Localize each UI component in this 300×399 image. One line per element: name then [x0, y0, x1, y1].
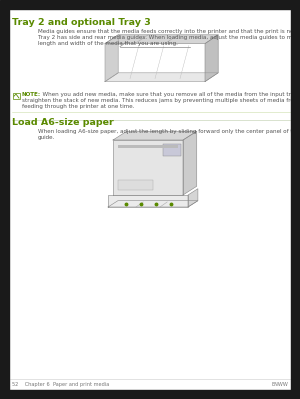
Polygon shape — [105, 35, 218, 43]
Text: feeding through the printer at one time.: feeding through the printer at one time. — [22, 104, 134, 109]
Polygon shape — [108, 195, 188, 207]
Polygon shape — [188, 189, 198, 207]
Text: ENWW: ENWW — [271, 382, 288, 387]
Text: straighten the stack of new media. This reduces jams by preventing multiple shee: straighten the stack of new media. This … — [22, 98, 299, 103]
Polygon shape — [108, 201, 198, 207]
Text: length and width of the media that you are using.: length and width of the media that you a… — [38, 41, 178, 46]
Text: Media guides ensure that the media feeds correctly into the printer and that the: Media guides ensure that the media feeds… — [38, 29, 300, 34]
Bar — [0, 9, 9, 390]
Polygon shape — [183, 131, 197, 195]
Text: When loading A6-size paper, adjust the length by sliding forward only the center: When loading A6-size paper, adjust the l… — [38, 128, 300, 134]
Text: 52    Chapter 6  Paper and print media: 52 Chapter 6 Paper and print media — [12, 382, 109, 387]
Text: Tray 2 and optional Tray 3: Tray 2 and optional Tray 3 — [12, 18, 151, 27]
Bar — [291, 9, 300, 390]
Text: Load A6-size paper: Load A6-size paper — [12, 118, 114, 126]
Polygon shape — [105, 35, 118, 82]
Polygon shape — [205, 35, 218, 82]
Bar — [118, 180, 153, 190]
Text: NOTE:: NOTE: — [22, 92, 41, 97]
Bar — [0, 0, 300, 9]
Polygon shape — [105, 73, 218, 82]
Bar — [118, 145, 178, 148]
Bar — [163, 144, 181, 156]
Polygon shape — [113, 131, 197, 140]
Bar — [0, 390, 300, 399]
Polygon shape — [113, 140, 183, 195]
Bar — [13, 93, 20, 99]
Text: When you add new media, make sure that you remove all of the media from the inpu: When you add new media, make sure that y… — [39, 92, 300, 97]
Text: Tray 2 has side and rear media guides. When loading media, adjust the media guid: Tray 2 has side and rear media guides. W… — [38, 35, 300, 40]
Text: guide.: guide. — [38, 135, 55, 140]
